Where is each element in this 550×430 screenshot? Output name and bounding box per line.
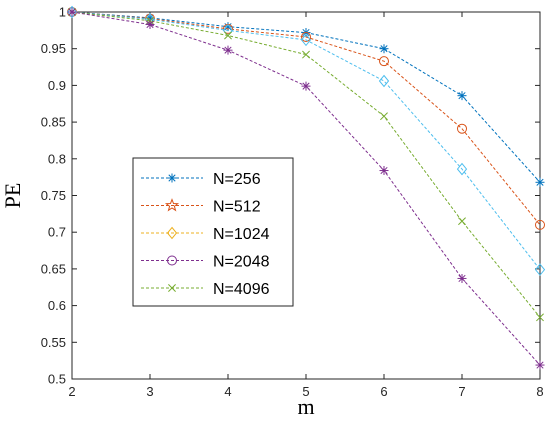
legend-item: N=1024 (141, 226, 270, 243)
data-point (301, 81, 311, 91)
data-point (224, 31, 232, 40)
data-point (66, 5, 78, 19)
legend: N=256 N=512 N=1024 N=2048 N=4096 (132, 157, 294, 307)
y-tick-label: 0.6 (48, 298, 66, 313)
y-tick-label: 0.7 (48, 225, 66, 240)
legend-label: N=4096 (213, 281, 270, 298)
legend-item: N=256 (141, 171, 261, 188)
y-tick-label: 0.75 (41, 188, 66, 203)
x-tick-label: 8 (536, 384, 543, 399)
series-line (71, 11, 541, 270)
x-tick-label: 4 (224, 384, 231, 399)
series-group (66, 5, 546, 370)
data-point (536, 313, 544, 322)
data-point (302, 50, 310, 59)
x-tick-label: 6 (380, 384, 387, 399)
legend-marker (168, 284, 176, 292)
data-point (458, 217, 466, 226)
y-axis-label: PE (0, 183, 25, 209)
legend-marker (164, 198, 180, 212)
x-axis-label: m (297, 394, 314, 419)
data-point (379, 56, 389, 67)
legend-label: N=256 (213, 171, 261, 188)
legend-marker (166, 226, 178, 240)
data-point (223, 22, 233, 32)
data-point (535, 360, 545, 370)
x-tick-label: 5 (302, 384, 309, 399)
data-point (378, 74, 390, 88)
y-tick-label: 0.85 (41, 115, 66, 130)
data-point (457, 123, 467, 134)
x-tick-label: 2 (68, 384, 75, 399)
data-point (379, 166, 389, 176)
data-point (300, 33, 312, 47)
legend-item: N=4096 (141, 281, 270, 298)
data-point (456, 162, 468, 176)
y-tick-label: 0.65 (41, 261, 66, 276)
legend-marker (167, 173, 177, 183)
legend-item: N=2048 (141, 254, 270, 271)
y-tick-label: 0.95 (41, 41, 66, 56)
data-point (535, 219, 545, 230)
legend-label: N=2048 (213, 254, 270, 271)
y-tick-label: 0.5 (48, 372, 66, 387)
legend-label: N=1024 (213, 226, 270, 243)
data-point (535, 177, 545, 187)
data-point (223, 45, 233, 55)
y-tick-label: 0.8 (48, 151, 66, 166)
data-point (380, 112, 388, 121)
data-point (534, 263, 546, 276)
legend-label: N=512 (213, 199, 261, 216)
data-point (379, 44, 389, 54)
data-point (301, 31, 311, 42)
data-point (67, 7, 77, 17)
legend-marker (167, 255, 177, 266)
y-tick-label: 0.9 (48, 78, 66, 93)
data-point (145, 19, 155, 29)
data-point (457, 273, 467, 283)
legend-box (132, 157, 294, 307)
series-line (71, 11, 541, 226)
legend-item: N=512 (141, 198, 261, 216)
series-n-4096 (67, 7, 545, 370)
x-tick-label: 7 (458, 384, 465, 399)
axes: 2 3 4 5 6 7 8 0.5 0.55 0.6 0.65 0.7 0.75 0.8 0.85 0.9 0.… (41, 5, 544, 400)
y-tick-label: 0.55 (41, 335, 66, 350)
data-point (457, 91, 467, 101)
y-tick-label: 1 (59, 5, 66, 20)
x-tick-label: 3 (146, 384, 153, 399)
series-line (71, 11, 541, 183)
